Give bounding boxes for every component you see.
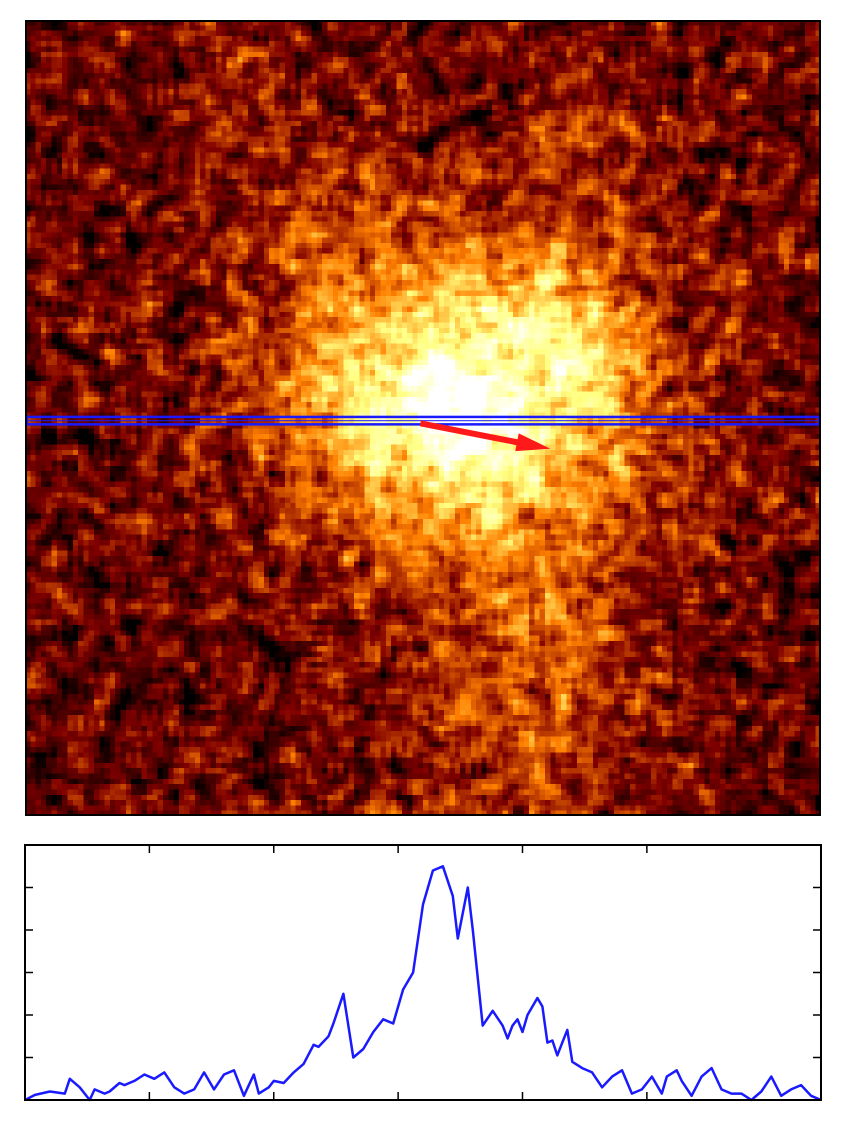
profile-line-0 [24, 865, 822, 1102]
profile-ticks [25, 845, 821, 1100]
image-panel [25, 20, 821, 816]
profile-frame [24, 844, 822, 1101]
image-overlay [25, 20, 821, 816]
image-frame [25, 20, 821, 816]
direction-arrow [419, 420, 551, 452]
